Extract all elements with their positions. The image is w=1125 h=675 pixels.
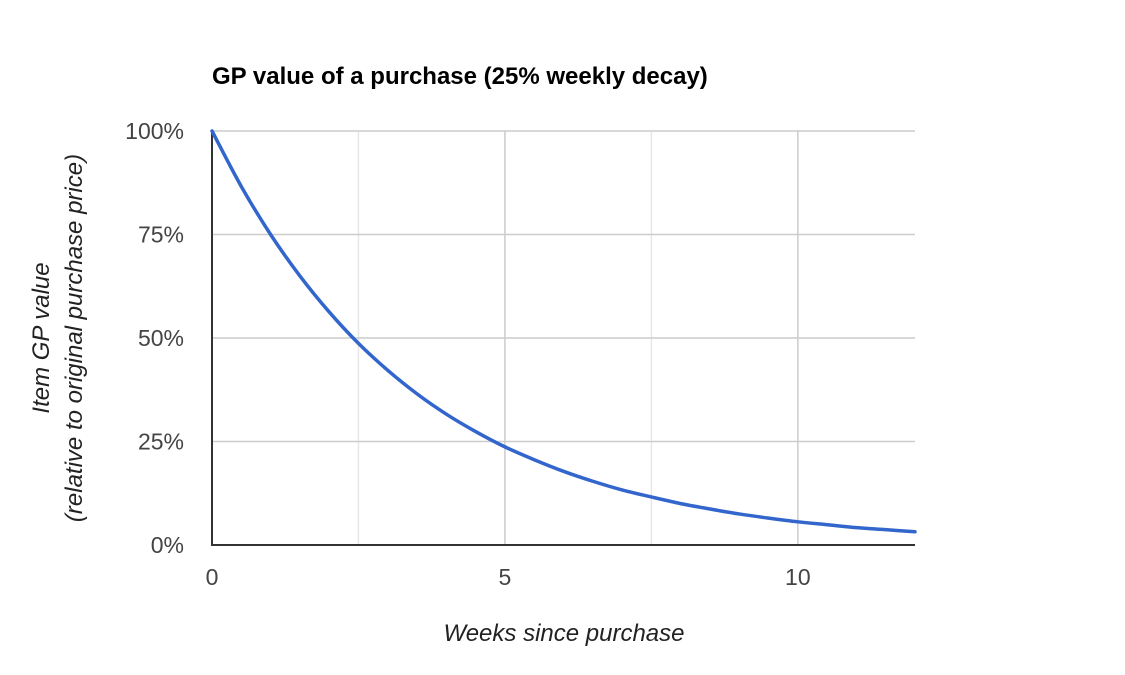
series-line-0 [210, 129, 917, 534]
x-axis-title: Weeks since purchase [443, 620, 684, 647]
tick-labels: 0 5 100%25%50%75%100% [125, 118, 810, 590]
x-tick-label: 10 [785, 564, 811, 590]
x-tick-label: 0 [206, 564, 219, 590]
y-tick-label: 50% [138, 325, 184, 351]
y-axis-title-line2: (relative to original purchase price) [61, 154, 88, 522]
y-tick-label: 100% [125, 118, 184, 144]
axes [211, 131, 915, 546]
y-tick-label: 75% [138, 222, 184, 248]
y-axis-title-line1: Item GP value [28, 262, 55, 413]
chart-title: GP value of a purchase (25% weekly decay… [212, 63, 708, 90]
grid [212, 130, 915, 545]
y-tick-label: 25% [138, 429, 184, 455]
x-tick-label: 5 [499, 564, 512, 590]
y-tick-label: 0% [151, 532, 184, 558]
series [210, 129, 917, 534]
